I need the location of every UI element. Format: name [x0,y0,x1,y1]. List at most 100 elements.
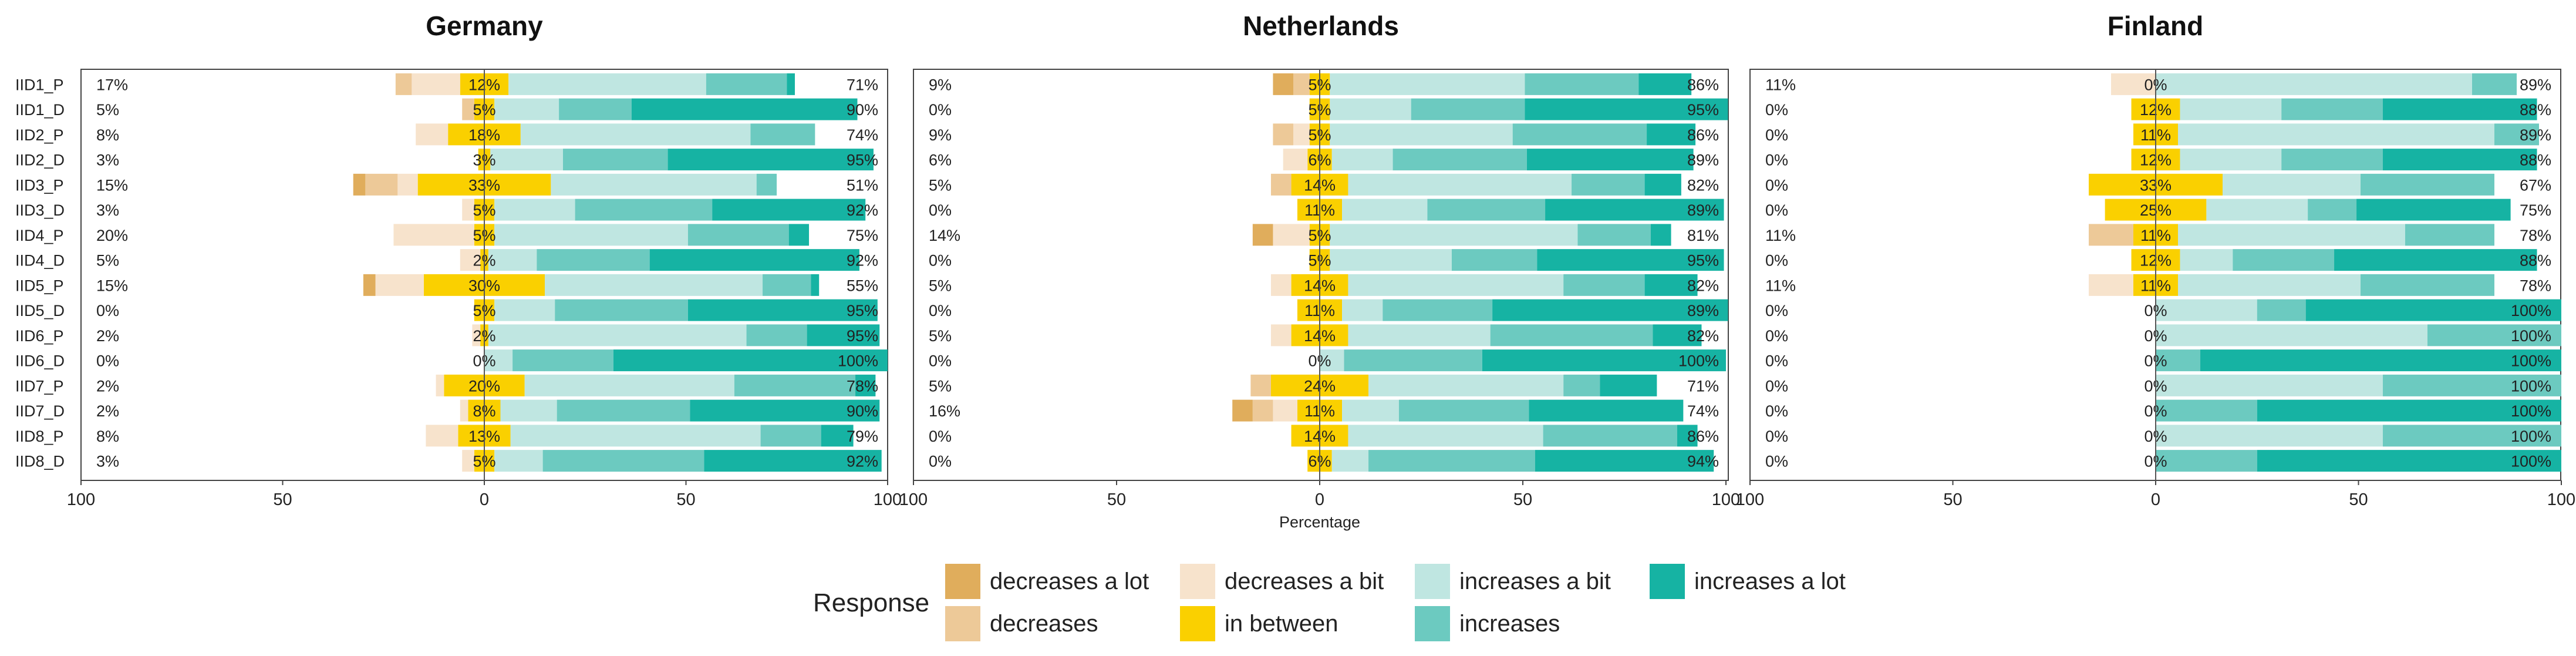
bar-segment-dec [2088,224,2133,246]
bar-segment-inc-bit [1330,224,1578,246]
bar-segment-inc-bit [2206,199,2308,221]
bar-segment-inc-lot [855,374,876,396]
right-percent-label: 86% [1687,126,1719,144]
category-label: IID4_P [15,227,64,244]
bar-segment-inc [2308,199,2357,221]
bar-segment-inc [760,425,821,447]
left-percent-label: 0% [929,201,952,219]
right-percent-label: 67% [2520,176,2551,194]
x-tick-label: 50 [1943,490,1962,509]
left-percent-label: 0% [1765,352,1788,370]
bar-segment-inc-bit [1348,274,1564,296]
left-percent-label: 3% [96,152,119,169]
bar-segment-dec [1293,73,1310,95]
right-percent-label: 89% [2520,126,2551,144]
bar-segment-dec-bit [397,173,418,196]
category-label: IID1_P [15,76,64,93]
bar-segment-inc-lot [1525,98,1728,120]
bar-segment-dec [1252,399,1273,422]
bar-segment-dec-bit [460,249,481,271]
bar-segment-inc-bit [494,98,559,120]
left-percent-label: 11% [1765,277,1796,294]
right-percent-label: 75% [847,227,878,244]
bar-segment-inc [706,73,787,95]
bar-segment-inc [1392,149,1527,171]
legend-label: increases a lot [1694,568,1846,594]
x-tick-label: 100 [899,490,928,509]
bar-segment-inc-bit [2156,299,2257,321]
right-percent-label: 100% [2511,327,2551,345]
x-tick-label: 50 [1513,490,1532,509]
left-percent-label: 2% [96,327,119,345]
category-label: IID7_D [15,402,65,420]
left-percent-label: 15% [96,176,128,194]
bar-segment-inc [1427,199,1546,221]
left-percent-label: 0% [1765,428,1788,445]
left-percent-label: 0% [1765,302,1788,319]
left-percent-label: 0% [1765,201,1788,219]
x-tick-label: 50 [273,490,292,509]
right-percent-label: 86% [1687,76,1719,93]
bar-segment-inc-bit [2156,374,2383,396]
right-percent-label: 82% [1687,327,1719,345]
left-percent-label: 0% [929,252,952,270]
bar-segment-inc-lot [1644,173,1681,196]
right-percent-label: 78% [847,377,878,395]
right-percent-label: 95% [1687,101,1719,119]
right-percent-label: 82% [1687,176,1719,194]
bar-segment-inc-bit [524,374,734,396]
left-percent-label: 8% [96,126,119,144]
legend-swatch [1650,564,1685,599]
left-percent-label: 0% [929,453,952,470]
bar-segment-inc [1563,374,1600,396]
right-percent-label: 92% [847,201,878,219]
left-percent-label: 0% [1765,252,1788,270]
bar-segment-inc-lot [1482,349,1726,372]
bar-segment-inc [2281,149,2383,171]
bar-segment-inc-bit [488,324,747,346]
bar-segment-dec-bit [462,199,474,221]
right-percent-label: 71% [847,76,878,93]
bar-segment-inc-bit [1342,399,1399,422]
left-percent-label: 5% [929,176,952,194]
bar-segment-dec-bit [1270,324,1292,346]
right-percent-label: 88% [2520,252,2551,270]
bar-segment-inc [2382,425,2561,447]
bar-segment-inc [1543,425,1677,447]
left-percent-label: 0% [1765,402,1788,420]
category-label: IID8_D [15,453,65,470]
bar-segment-inc-bit [1368,374,1564,396]
left-percent-label: 11% [1765,227,1796,244]
left-percent-label: 5% [929,327,952,345]
bar-segment-inc-lot [1677,425,1698,447]
legend-label: decreases a lot [990,568,1149,594]
right-percent-label: 78% [2520,277,2551,294]
bar-segment-inc-lot [2257,399,2561,422]
bar-segment-inc [1411,98,1525,120]
right-percent-label: 89% [2520,76,2551,93]
right-percent-label: 81% [1687,227,1719,244]
bar-segment-inc-bit [490,149,563,171]
left-percent-label: 0% [1765,101,1788,119]
bar-segment-inc-lot [2356,199,2511,221]
right-percent-label: 82% [1687,277,1719,294]
category-label: IID7_P [15,377,64,395]
left-percent-label: 3% [96,453,119,470]
bar-segment-inc-bit [1330,249,1452,271]
plot-border [913,69,1729,481]
bar-segment-inc-lot [788,224,810,246]
bar-segment-dec-lot [353,173,366,196]
bar-segment-inc [1512,123,1647,146]
bar-segment-inc-lot [2334,249,2537,271]
bar-segment-dec [365,173,398,196]
bar-segment-inc-lot [712,199,866,221]
right-percent-label: 90% [847,101,878,119]
bar-segment-inc [734,374,856,396]
bar-segment-inc [2156,450,2257,472]
right-percent-label: 88% [2520,101,2551,119]
bar-segment-inc [1563,274,1645,296]
bar-segment-inc-bit [1330,73,1525,95]
right-percent-label: 51% [847,176,878,194]
category-label: IID3_P [15,176,64,194]
legend-swatch [1415,564,1450,599]
